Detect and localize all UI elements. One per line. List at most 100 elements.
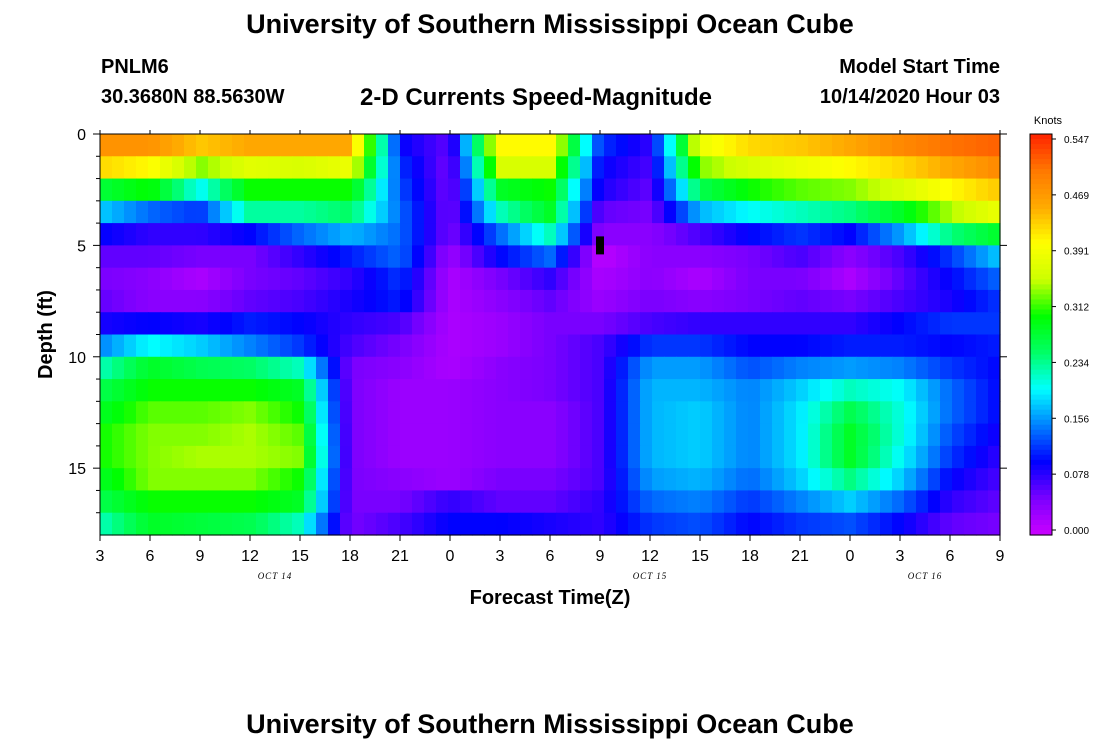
heatmap-cell xyxy=(184,490,197,514)
heatmap-cell xyxy=(364,468,377,492)
heatmap-cell xyxy=(196,200,209,224)
heatmap-cell xyxy=(868,490,881,514)
colorbar-tick-label: 0.312 xyxy=(1064,303,1089,314)
heatmap-cell xyxy=(160,267,173,291)
colorbar-swatch xyxy=(1030,469,1052,476)
heatmap-cell xyxy=(664,289,677,313)
heatmap-cell xyxy=(568,334,581,358)
heatmap-cell xyxy=(688,401,701,425)
heatmap-cell xyxy=(460,445,473,469)
heatmap-cell xyxy=(616,423,629,447)
heatmap-cell xyxy=(460,134,473,157)
colorbar-swatch xyxy=(1030,499,1052,506)
model-start-value: 10/14/2020 Hour 03 xyxy=(819,86,1000,108)
heatmap-cell xyxy=(304,468,317,492)
heatmap-cell xyxy=(136,267,149,291)
x-tick-label: 0 xyxy=(446,548,455,565)
colorbar-swatch xyxy=(1030,274,1052,280)
heatmap-cell xyxy=(916,289,929,313)
colorbar-swatch xyxy=(1030,354,1052,361)
heatmap-cell xyxy=(472,468,485,492)
heatmap-cell xyxy=(544,334,557,358)
heatmap-cell xyxy=(988,512,1001,536)
heatmap-cell xyxy=(904,512,917,536)
heatmap-cell xyxy=(952,245,965,269)
heatmap-cell xyxy=(568,289,581,313)
heatmap-cell xyxy=(724,289,737,313)
colorbar-swatch xyxy=(1030,184,1052,190)
heatmap-cell xyxy=(160,356,173,380)
heatmap-cell xyxy=(400,468,413,492)
heatmap-cell xyxy=(124,267,137,291)
heatmap-cell xyxy=(892,423,905,447)
heatmap-cell xyxy=(208,401,221,425)
heatmap-cell xyxy=(340,445,353,469)
heatmap-cell xyxy=(988,267,1001,291)
heatmap-cell xyxy=(808,289,821,313)
heatmap-cell xyxy=(940,200,953,224)
heatmap-cell xyxy=(916,512,929,536)
heatmap-cell xyxy=(808,356,821,380)
heatmap-cell xyxy=(568,223,581,246)
heatmap-cell xyxy=(352,178,365,202)
heatmap-cell xyxy=(940,312,953,336)
heatmap-cell xyxy=(208,223,221,246)
heatmap-cell xyxy=(736,267,749,291)
heatmap-cell xyxy=(784,200,797,224)
heatmap-cell xyxy=(208,356,221,380)
heatmap-cell xyxy=(844,468,857,492)
heatmap-cell xyxy=(112,356,125,380)
heatmap-cell xyxy=(904,134,917,157)
heatmap-cell xyxy=(412,445,425,469)
heatmap-cell xyxy=(760,379,773,402)
heatmap-cell xyxy=(772,245,785,269)
colorbar-swatch xyxy=(1030,144,1052,150)
date-label: OCT 15 xyxy=(633,571,668,581)
heatmap-cell xyxy=(700,445,713,469)
heatmap-cell xyxy=(616,200,629,224)
heatmap-cell xyxy=(952,379,965,402)
heatmap-cell xyxy=(532,223,545,246)
heatmap-cell xyxy=(280,468,293,492)
heatmap-cell xyxy=(604,156,617,180)
heatmap-cell xyxy=(604,490,617,514)
heatmap-cell xyxy=(136,134,149,157)
x-tick-label: 6 xyxy=(546,548,555,565)
heatmap-cell xyxy=(808,512,821,536)
x-tick-label: 9 xyxy=(196,548,205,565)
x-tick-label: 9 xyxy=(596,548,605,565)
heatmap-cell xyxy=(400,289,413,313)
heatmap-cell xyxy=(628,267,641,291)
heatmap-cell xyxy=(712,468,725,492)
heatmap-cell xyxy=(280,334,293,358)
heatmap-cell xyxy=(748,379,761,402)
heatmap-cell xyxy=(208,423,221,447)
heatmap-cell xyxy=(664,156,677,180)
heatmap-cell xyxy=(376,423,389,447)
heatmap-cell xyxy=(616,490,629,514)
heatmap-cell xyxy=(280,445,293,469)
heatmap-cell xyxy=(952,289,965,313)
heatmap-cell xyxy=(832,512,845,536)
heatmap-cell xyxy=(964,401,977,425)
heatmap-cell xyxy=(268,512,281,536)
heatmap-cell xyxy=(196,312,209,336)
heatmap-cell xyxy=(664,245,677,269)
heatmap-cell xyxy=(112,312,125,336)
heatmap-cell xyxy=(904,178,917,202)
heatmap-cell xyxy=(928,356,941,380)
heatmap-cell xyxy=(100,356,113,380)
heatmap-cell xyxy=(340,245,353,269)
heatmap-cell xyxy=(748,245,761,269)
heatmap-cell xyxy=(820,445,833,469)
heatmap-cell xyxy=(316,445,329,469)
heatmap-cell xyxy=(208,200,221,224)
heatmap-cell xyxy=(400,223,413,246)
heatmap-cell xyxy=(292,312,305,336)
heatmap-cell xyxy=(184,245,197,269)
heatmap-cell xyxy=(628,401,641,425)
colorbar-swatch xyxy=(1030,334,1052,341)
heatmap-cell xyxy=(952,156,965,180)
heatmap-cell xyxy=(484,334,497,358)
heatmap-cell xyxy=(124,312,137,336)
